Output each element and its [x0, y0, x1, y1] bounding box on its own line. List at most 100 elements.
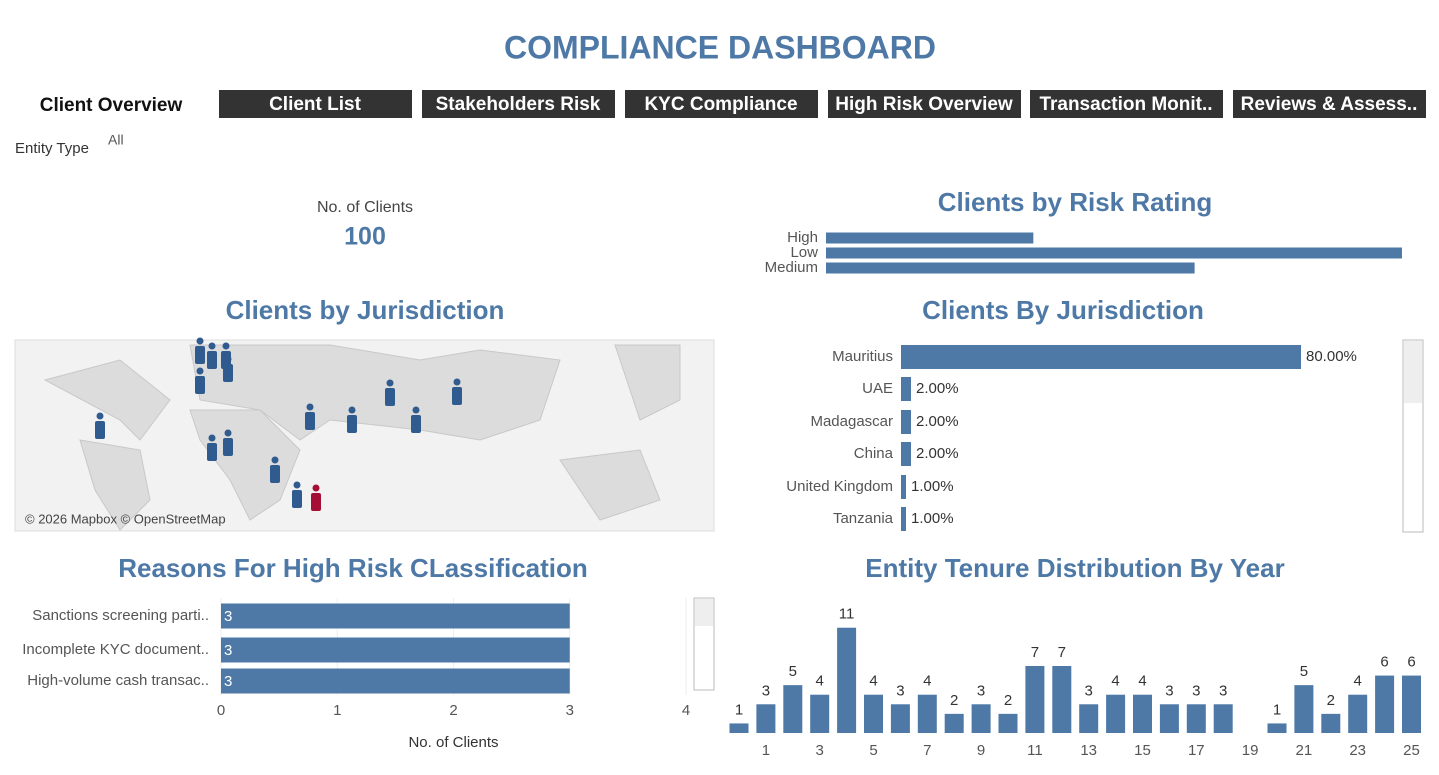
pin-body [311, 493, 321, 511]
chart-title: Clients By Jurisdiction [922, 295, 1204, 325]
bar [1375, 675, 1395, 733]
data-label: 5 [789, 663, 797, 680]
pin-body [207, 351, 217, 369]
bar [901, 442, 911, 466]
bar [1321, 713, 1341, 733]
data-label: 4 [923, 673, 931, 690]
pin-body [223, 438, 233, 456]
tab-label[interactable]: Reviews & Assess.. [1241, 94, 1418, 115]
bar [826, 247, 1402, 259]
bar [890, 704, 910, 733]
data-label: 3 [224, 608, 232, 625]
x-tick-label: 23 [1349, 742, 1366, 759]
pin-body [305, 412, 315, 430]
category-label: Madagascar [810, 413, 893, 430]
data-label: 7 [1031, 644, 1039, 661]
x-tick-label: 13 [1080, 742, 1097, 759]
pin-head [386, 379, 394, 387]
x-tick-label: 2 [449, 702, 457, 719]
pin-body [195, 376, 205, 394]
bar [1159, 704, 1179, 733]
bar [901, 475, 906, 499]
pin-head [208, 434, 216, 442]
bar [917, 694, 937, 733]
category-label: Mauritius [832, 348, 893, 365]
pin-body [452, 387, 462, 405]
data-label: 3 [1085, 682, 1093, 699]
pin-head [348, 406, 356, 414]
tab-label[interactable]: Client List [269, 94, 362, 115]
bar [221, 637, 570, 663]
data-label: 1.00% [911, 478, 954, 495]
bar [221, 668, 570, 694]
x-axis-label: No. of Clients [408, 734, 498, 751]
bar [810, 694, 830, 733]
bar [1267, 723, 1287, 733]
tab[interactable] [625, 90, 818, 118]
bar [1025, 666, 1045, 733]
x-tick-label: 25 [1403, 742, 1420, 759]
bar [1052, 666, 1072, 733]
map[interactable]: © 2026 Mapbox © OpenStreetMap [14, 337, 715, 532]
scroll-thumb[interactable] [1404, 341, 1422, 403]
tab-label[interactable]: Stakeholders Risk [436, 94, 601, 115]
bar [1186, 704, 1206, 733]
pin-head [271, 456, 279, 464]
kpi-value: 100 [344, 223, 386, 251]
tab[interactable] [1233, 90, 1426, 118]
category-label: United Kingdom [786, 478, 893, 495]
category-label: Low [790, 244, 818, 261]
tab[interactable] [219, 90, 412, 118]
x-tick-label: 9 [977, 742, 985, 759]
bar [1213, 704, 1233, 733]
pin-body [411, 415, 421, 433]
map-attribution: © 2026 Mapbox © OpenStreetMap [25, 511, 226, 526]
pin-body [195, 346, 205, 364]
tab[interactable] [422, 90, 615, 118]
x-tick-label: 17 [1188, 742, 1205, 759]
map-title: Clients by Jurisdiction [226, 295, 505, 325]
pin-body [385, 388, 395, 406]
tab-label[interactable]: KYC Compliance [644, 94, 797, 115]
tab-label[interactable]: High Risk Overview [835, 94, 1013, 115]
pin-head [224, 429, 232, 437]
tab[interactable] [1030, 90, 1223, 118]
pin-body [347, 415, 357, 433]
x-tick-label: 7 [923, 742, 931, 759]
x-tick-label: 0 [217, 702, 225, 719]
data-label: 2.00% [916, 380, 959, 397]
category-label: Tanzania [833, 510, 894, 527]
data-label: 4 [1111, 673, 1119, 690]
tab-bar: Client List Stakeholders Risk KYC Complian… [219, 90, 1426, 118]
bar [901, 410, 911, 434]
data-label: 6 [1407, 654, 1415, 671]
scroll-thumb[interactable] [695, 599, 713, 626]
category-label: Sanctions screening parti.. [32, 607, 209, 624]
bar [783, 685, 803, 733]
data-label: 7 [1058, 644, 1066, 661]
data-label: 3 [224, 673, 232, 690]
chart-title: Entity Tenure Distribution By Year [865, 553, 1284, 583]
tab-label[interactable]: Transaction Monit.. [1039, 94, 1212, 115]
data-label: 1.00% [911, 510, 954, 527]
x-tick-label: 3 [566, 702, 574, 719]
bar [729, 723, 749, 733]
bar [1348, 694, 1368, 733]
data-label: 3 [224, 642, 232, 659]
map-pins [95, 337, 462, 511]
data-label: 3 [977, 682, 985, 699]
tab[interactable] [828, 90, 1021, 118]
bar [901, 507, 906, 531]
bar [944, 713, 964, 733]
data-label: 4 [1354, 673, 1362, 690]
filter-value[interactable]: All [108, 132, 124, 148]
pin-head [196, 367, 204, 375]
data-label: 3 [762, 682, 770, 699]
active-tab[interactable]: Client Overview [40, 95, 183, 116]
data-label: 3 [1192, 682, 1200, 699]
category-label: High [787, 229, 818, 246]
data-label: 2 [1327, 692, 1335, 709]
filter-label: Entity Type [15, 140, 89, 157]
bar [826, 232, 1034, 244]
